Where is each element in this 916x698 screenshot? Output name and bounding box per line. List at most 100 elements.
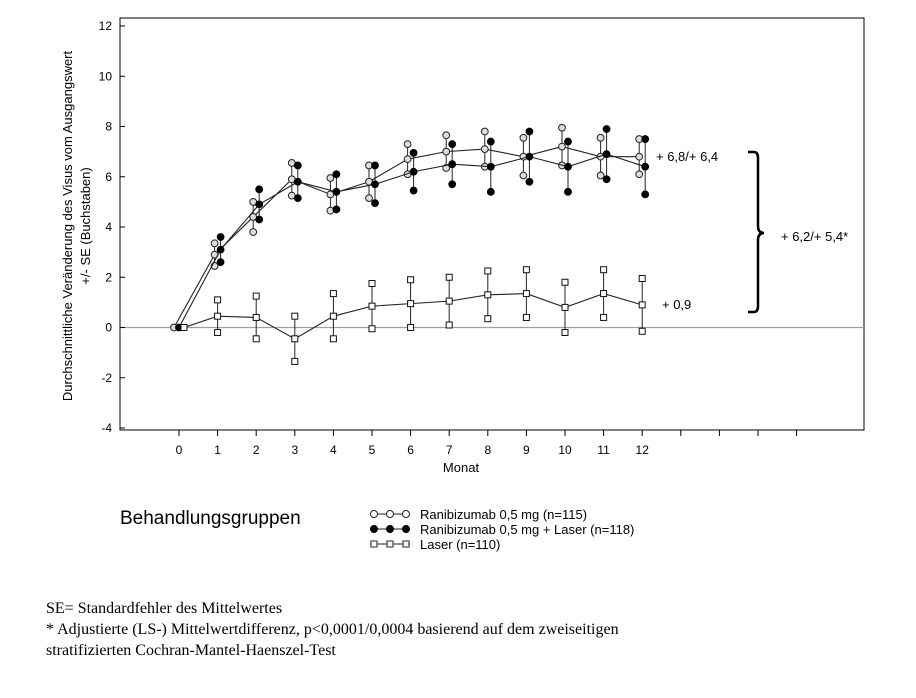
- data-point: [448, 160, 457, 169]
- data-point: [480, 145, 489, 154]
- error-bar-marker: [293, 194, 302, 203]
- error-bar-marker: [484, 315, 492, 323]
- data-point: [255, 200, 264, 209]
- y-axis-title-2: +/- SE (Buchstaben): [78, 167, 93, 284]
- data-point: [641, 162, 650, 171]
- annotation-ranibizumab: + 6,8/+ 6,4: [656, 149, 718, 164]
- y-axis-title: Durchschnittliche Veränderung des Visus …: [60, 50, 75, 401]
- error-bar-marker: [602, 175, 611, 184]
- error-bar-marker: [600, 266, 608, 274]
- y-tick-label: 6: [105, 170, 112, 184]
- error-bar-marker: [214, 296, 222, 304]
- legend-label-ranibizumab: Ranibizumab 0,5 mg (n=115): [420, 506, 588, 522]
- error-bar-marker: [291, 357, 299, 365]
- x-tick-label: 7: [446, 443, 453, 457]
- data-point: [445, 297, 453, 305]
- error-bar-marker: [293, 161, 302, 170]
- error-bar-marker: [216, 258, 225, 267]
- legend-label-ranibizumab-laser: Ranibizumab 0,5 mg + Laser (n=118): [420, 521, 635, 537]
- error-bar-marker: [252, 292, 260, 300]
- error-bar-marker: [445, 321, 453, 329]
- x-tick-label: 8: [484, 443, 491, 457]
- x-tick-label: 5: [369, 443, 376, 457]
- error-bar-marker: [522, 313, 530, 321]
- data-point: [558, 142, 566, 151]
- legend-item-laser: Laser (n=110): [368, 537, 500, 552]
- error-bar-marker: [522, 266, 530, 274]
- y-axis-title-line1: Durchschnittliche Veränderung des Visus …: [60, 50, 75, 401]
- error-bar-marker: [484, 267, 492, 275]
- y-tick-label: 8: [105, 120, 112, 134]
- data-point: [180, 324, 188, 331]
- error-bar-marker: [638, 327, 646, 335]
- data-point: [252, 313, 260, 321]
- chart: Durchschnittliche Veränderung des Visus …: [60, 17, 865, 475]
- error-bar-marker: [519, 171, 528, 180]
- error-bar-marker: [332, 205, 341, 214]
- error-bar-marker: [409, 148, 418, 157]
- data-point: [291, 335, 299, 343]
- error-bar-marker: [635, 170, 644, 179]
- error-bar-marker: [638, 275, 646, 283]
- error-bar-marker: [564, 137, 572, 146]
- error-bar-marker: [486, 137, 495, 146]
- footnote-se: SE= Standardfehler des Mittelwertes: [46, 600, 283, 617]
- data-point: [407, 300, 415, 308]
- error-bar-marker: [596, 171, 605, 180]
- x-tick-label: 4: [330, 443, 337, 457]
- open-square-marker-icon: [370, 540, 410, 548]
- x-tick-label: 2: [253, 443, 260, 457]
- data-point: [293, 177, 302, 186]
- data-point: [332, 187, 341, 196]
- error-bar-marker: [519, 133, 528, 142]
- error-bar-marker: [561, 329, 569, 337]
- y-tick-label: 2: [105, 270, 112, 284]
- error-bar-marker: [216, 233, 225, 241]
- error-bar-marker: [407, 276, 415, 284]
- error-bar-marker: [486, 187, 495, 196]
- data-point: [564, 162, 572, 171]
- data-point: [409, 167, 418, 176]
- error-bar-marker: [368, 325, 376, 333]
- filled-circle-marker-icon: [370, 525, 410, 533]
- error-bar-marker: [252, 335, 260, 343]
- error-bar-marker: [365, 194, 373, 203]
- error-bar-marker: [448, 180, 457, 189]
- data-point: [486, 162, 495, 171]
- error-bar-marker: [329, 290, 337, 298]
- x-tick-label: 3: [291, 443, 298, 457]
- error-bar-marker: [326, 174, 335, 182]
- error-bar-marker: [596, 133, 605, 142]
- error-bar-marker: [564, 187, 572, 196]
- error-bar-marker: [214, 329, 222, 337]
- data-point: [522, 290, 530, 298]
- footnotes: SE= Standardfehler des Mittelwertes * Ad…: [46, 598, 886, 661]
- error-bar-marker: [448, 140, 457, 148]
- x-tick-label: 11: [597, 443, 610, 457]
- data-point: [214, 312, 222, 320]
- error-bar-marker: [371, 161, 379, 170]
- legend-item-ranibizumab: Ranibizumab 0,5 mg (n=115): [368, 506, 588, 522]
- y-axis-title-line2: +/- SE (Buchstaben): [78, 167, 93, 284]
- data-point: [525, 152, 534, 161]
- error-bar-marker: [480, 127, 489, 136]
- data-point: [368, 302, 376, 310]
- data-point: [561, 303, 569, 311]
- error-bar-marker: [602, 125, 611, 133]
- error-bar-marker: [442, 131, 451, 140]
- data-point: [216, 245, 225, 254]
- x-tick-label: 10: [558, 443, 572, 457]
- data-point: [602, 150, 611, 159]
- data-point: [371, 180, 379, 189]
- x-tick-label: 9: [523, 443, 530, 457]
- legend-item-ranibizumab-laser: Ranibizumab 0,5 mg + Laser (n=118): [368, 521, 635, 537]
- y-tick-label: 12: [99, 19, 113, 33]
- difference-brace: [748, 150, 765, 314]
- data-point: [600, 290, 608, 298]
- x-tick-label: 0: [176, 443, 183, 457]
- error-bar-marker: [525, 127, 534, 136]
- data-point: [403, 155, 412, 164]
- x-tick-label: 12: [636, 443, 650, 457]
- y-tick-label: 4: [105, 220, 112, 234]
- data-point: [635, 152, 644, 161]
